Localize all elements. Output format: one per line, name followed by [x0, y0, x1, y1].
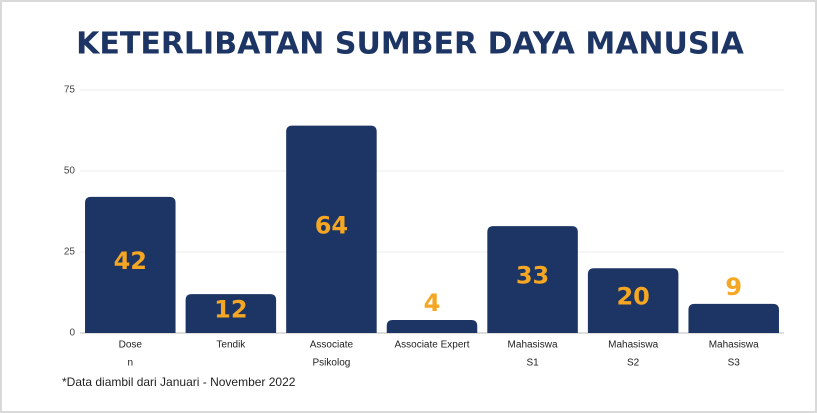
footnote: *Data diambil dari Januari - November 20… [62, 375, 296, 389]
x-tick-label: S3 [728, 358, 741, 369]
bar [386, 320, 478, 333]
chart-title: KETERLIBATAN SUMBER DAYA MANUSIA [76, 27, 745, 62]
x-tick-label: Associate Expert [394, 340, 469, 351]
x-tick-label: S2 [627, 358, 640, 369]
x-tick-label: n [128, 358, 134, 369]
y-tick-label: 0 [69, 328, 75, 339]
x-tick-label: Psikolog [313, 358, 351, 369]
data-label: 42 [114, 247, 147, 275]
data-label: 12 [214, 296, 247, 324]
x-tick-label: Tendik [216, 340, 246, 351]
x-tick-label: S1 [526, 358, 539, 369]
data-label: 33 [516, 262, 549, 290]
bar [587, 268, 679, 333]
y-tick-label: 25 [64, 247, 76, 258]
y-tick-label: 50 [64, 166, 76, 177]
bar [85, 196, 176, 333]
x-tick-label: Mahasiswa [508, 340, 558, 351]
data-label: 4 [424, 289, 441, 317]
x-tick-label: Associate [310, 340, 354, 351]
bar [185, 294, 277, 333]
bar [286, 125, 377, 333]
data-label: 9 [725, 273, 742, 301]
x-tick-label: Mahasiswa [709, 340, 759, 351]
bar [688, 303, 779, 333]
bar [487, 226, 578, 333]
data-label: 64 [315, 211, 348, 239]
y-tick-label: 75 [64, 85, 76, 96]
data-label: 20 [616, 283, 649, 311]
x-tick-label: Mahasiswa [608, 340, 658, 351]
x-tick-label: Dose [119, 340, 143, 351]
